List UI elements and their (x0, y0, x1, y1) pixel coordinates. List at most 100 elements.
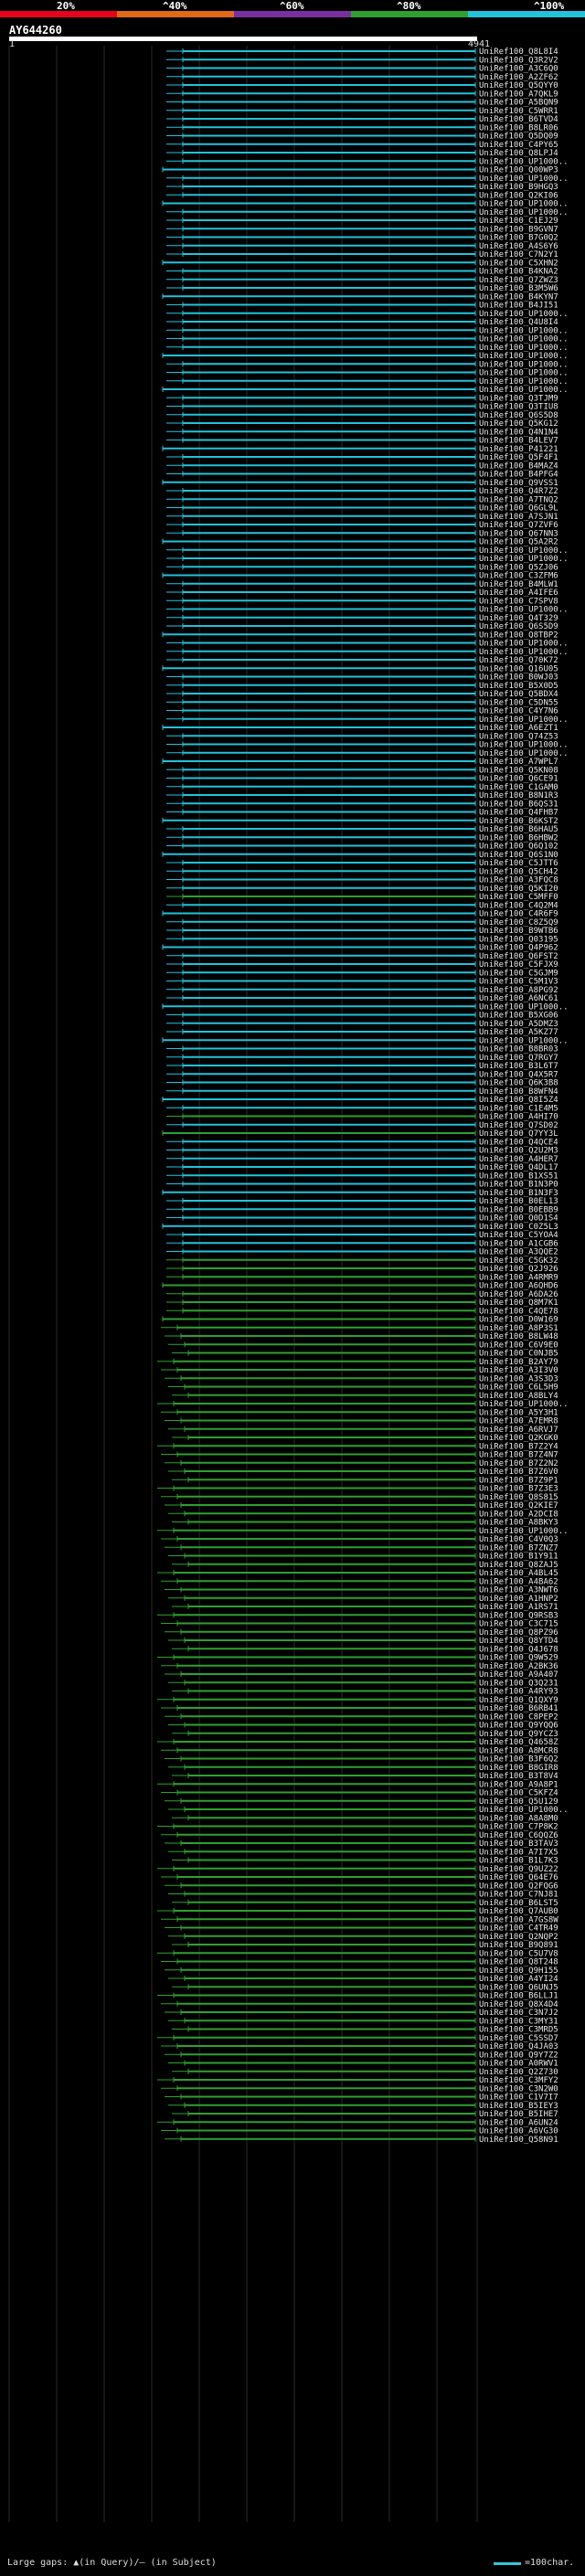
hit-label: UniRef100_B3L6T7 (479, 1062, 558, 1071)
hit-label: UniRef100_A4HER7 (479, 1155, 558, 1164)
hit-label: UniRef100_UP1000.. (479, 352, 569, 361)
hit-row: UniRef100_B3TAV3 (165, 1839, 558, 1849)
hit-row: UniRef100_C4V0Q3 (161, 1535, 558, 1544)
hit-label: UniRef100_A7I7X5 (479, 1848, 558, 1857)
hit-row: UniRef100_C5WRR1 (166, 107, 558, 116)
hit-label: UniRef100_A2DCI8 (479, 1510, 558, 1519)
hit-label: UniRef100_Q8S815 (479, 1493, 558, 1502)
hit-row: UniRef100_Q9RSB3 (157, 1611, 558, 1620)
hit-label: UniRef100_B7Z9P1 (479, 1476, 558, 1485)
hit-row: UniRef100_UP1000.. (157, 1400, 569, 1409)
hit-label: UniRef100_C4PY65 (479, 141, 558, 150)
hit-row: UniRef100_UP1000.. (166, 716, 569, 725)
hit-label: UniRef100_Q8YTD4 (479, 1637, 558, 1646)
hit-label: UniRef100_C3N2W0 (479, 2084, 558, 2094)
hit-label: UniRef100_A7GS8W (479, 1915, 558, 1924)
hit-row: UniRef100_Q9H155 (165, 1966, 558, 1976)
hit-label: UniRef100_A8BLY4 (479, 1392, 558, 1401)
hit-row: UniRef100_Q6CE91 (166, 775, 558, 784)
hit-label: UniRef100_Q4X5R7 (479, 1070, 558, 1079)
hit-label: UniRef100_A7WPL7 (479, 758, 558, 767)
hit-label: UniRef100_Q4658Z (479, 1738, 558, 1747)
hit-label: UniRef100_C6V9E0 (479, 1341, 558, 1350)
hit-row: UniRef100_C8Z5Q9 (166, 918, 558, 928)
hit-label: UniRef100_A4BL45 (479, 1569, 558, 1578)
hit-label: UniRef100_A5KZ77 (479, 1028, 558, 1037)
hit-row: UniRef100_Q4QCE4 (166, 1138, 558, 1147)
hit-row: UniRef100_UP1000.. (162, 200, 569, 209)
hit-label: UniRef100_Q6Q102 (479, 843, 558, 852)
hit-label: UniRef100_Q5CH42 (479, 867, 558, 876)
hit-row: UniRef100_Q70K72 (166, 656, 558, 665)
hit-row: UniRef100_B6HAU5 (166, 825, 558, 834)
hit-row: UniRef100_A6QHD6 (162, 1282, 558, 1291)
hit-row: UniRef100_UP1000.. (166, 208, 569, 217)
hit-row: UniRef100_B7Z2Y4 (157, 1442, 558, 1451)
query-sequence-bar (9, 37, 477, 41)
hit-label: UniRef100_B7Z3E3 (479, 1485, 558, 1494)
hit-row: UniRef100_B1Y911 (168, 1553, 558, 1562)
hit-row: UniRef100_A6EZT1 (162, 724, 558, 733)
hit-row: UniRef100_B9WTB6 (166, 927, 558, 936)
hit-row: UniRef100_A6UN24 (157, 2118, 558, 2127)
hit-label: UniRef100_B5IEY3 (479, 2102, 558, 2111)
hit-row: UniRef100_Q4P962 (162, 944, 558, 953)
hit-row: UniRef100_C5XHN2 (162, 259, 558, 268)
hit-row: UniRef100_C1EJ29 (166, 217, 558, 226)
hit-label: UniRef100_Q6S5D8 (479, 411, 558, 420)
hit-row: UniRef100_A5KZ77 (166, 1028, 558, 1037)
hit-label: UniRef100_B7Z4N7 (479, 1451, 558, 1460)
hit-row: UniRef100_Q7RGY7 (166, 1054, 558, 1063)
hit-row: UniRef100_B5IHE7 (172, 2110, 558, 2119)
hit-row: UniRef100_C0NJB5 (172, 1350, 558, 1359)
legend-large-gaps: Large gaps: ▲(in Query)/— (in Subject) (7, 2558, 217, 2568)
hit-label: UniRef100_Q6FST2 (479, 952, 558, 961)
hit-row: UniRef100_C3MRD5 (172, 2026, 558, 2035)
hit-label: UniRef100_A7TNQ2 (479, 495, 558, 504)
hit-row: UniRef100_A5BQN9 (166, 99, 558, 108)
hit-label: UniRef100_A4YI24 (479, 1975, 558, 1984)
hit-row: UniRef100_Q5KN08 (166, 766, 558, 775)
hit-row: UniRef100_A4HER7 (166, 1155, 558, 1164)
hit-label: UniRef100_Q9YCZ3 (479, 1730, 558, 1739)
hit-label: UniRef100_Q67NN3 (479, 529, 558, 538)
hit-row: UniRef100_B6KST2 (162, 817, 558, 826)
hit-label: UniRef100_C4TR49 (479, 1924, 558, 1934)
hit-label: UniRef100_C4R6F9 (479, 910, 558, 919)
hit-row: UniRef100_A6VG30 (161, 2127, 558, 2136)
hit-row: UniRef100_A7WPL7 (162, 758, 558, 767)
hit-label: UniRef100_B0EL13 (479, 1197, 558, 1206)
hit-label: UniRef100_C3N7J2 (479, 2009, 558, 2018)
hit-row: UniRef100_B8N1R3 (166, 791, 558, 800)
hit-row: UniRef100_Q8PZ96 (165, 1628, 558, 1638)
hit-row: UniRef100_C7N2Y1 (166, 250, 558, 260)
hit-label: UniRef100_A7QKL9 (479, 90, 558, 99)
hit-row: UniRef100_A6DA26 (166, 1290, 558, 1299)
hit-row: UniRef100_A3QQE2 (166, 1248, 558, 1257)
hit-row: UniRef100_B6QS31 (166, 800, 558, 809)
hit-row: UniRef100_B9Q891 (172, 1941, 558, 1950)
hit-label: UniRef100_UP1000.. (479, 546, 569, 556)
hit-row: UniRef100_Q6FST2 (166, 952, 558, 961)
hit-row: UniRef100_A6NC61 (166, 994, 558, 1003)
hit-row: UniRef100_Q5CH42 (166, 867, 558, 876)
hit-label: UniRef100_A4HI70 (479, 1113, 558, 1122)
hit-label: UniRef100_B0EBB9 (479, 1205, 558, 1214)
hit-row: UniRef100_Q2NQP2 (168, 1933, 558, 1942)
hit-row: UniRef100_C5GJM9 (166, 969, 558, 978)
hit-label: UniRef100_B1XS51 (479, 1171, 558, 1181)
hit-label: UniRef100_A3FQC8 (479, 876, 558, 885)
hit-label: UniRef100_C6QQZ6 (479, 1831, 558, 1840)
hit-row: UniRef100_A1CGB6 (166, 1239, 558, 1248)
hit-label: UniRef100_C5WRR1 (479, 107, 558, 116)
hit-row: UniRef100_C4QE78 (166, 1307, 558, 1316)
hit-label: UniRef100_Q9RSB3 (479, 1611, 558, 1620)
hit-label: UniRef100_A8PG92 (479, 986, 558, 995)
hit-label: UniRef100_B4KYN7 (479, 292, 558, 302)
hit-row: UniRef100_A8MCR8 (161, 1746, 558, 1755)
hit-row: UniRef100_A4HI70 (166, 1113, 558, 1122)
hit-row: UniRef100_A4S6Y6 (166, 242, 558, 251)
hit-row: UniRef100_B7Z3E3 (157, 1485, 558, 1494)
hit-label: UniRef100_Q8M7K1 (479, 1299, 558, 1308)
hit-row: UniRef100_A5Y3H1 (161, 1408, 558, 1417)
